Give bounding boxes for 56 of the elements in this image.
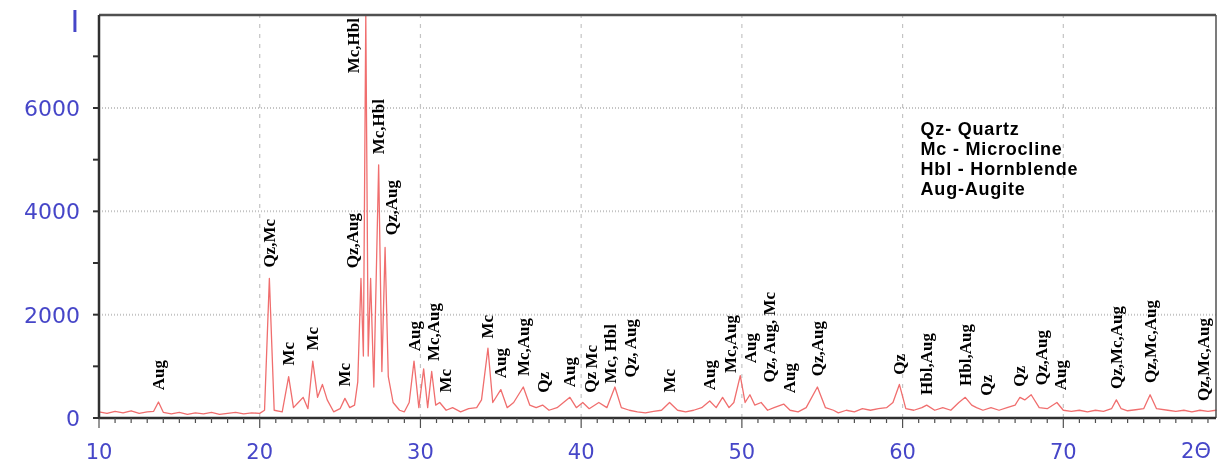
y-tick-label: 2000 [24, 302, 80, 328]
annotation: Hbl,Aug [955, 323, 975, 386]
annotation: Qz,Mc,Aug [1194, 317, 1214, 402]
x-tick-label: 30 [407, 440, 434, 463]
y-axis-title: I [70, 4, 80, 39]
annotation: Qz [1010, 365, 1030, 387]
annotation: Aug [700, 359, 720, 391]
annotation: Qz [581, 371, 601, 393]
annotation: Mc [581, 344, 601, 369]
annotation: Mc, Hbl [601, 323, 621, 384]
annotation: Mc [436, 368, 456, 393]
x-tick-label: 20 [246, 440, 274, 463]
annotation: Mc [279, 341, 299, 366]
y-tick-label: 6000 [24, 95, 80, 121]
y-tick-label: 0 [66, 405, 80, 431]
annotation: Mc [478, 314, 498, 339]
annotation: Qz,Aug [381, 179, 401, 236]
annotation: Aug [148, 359, 168, 391]
annotation: Aug-Augite [920, 179, 1026, 199]
annotation: Qz,Aug [1031, 329, 1051, 386]
annotation: Qz,Aug [807, 320, 827, 377]
annotation: Aug [740, 332, 760, 364]
annotation: Qz- Quartz [920, 119, 1020, 139]
annotation: Qz,Mc,Aug [1140, 299, 1160, 384]
annotation: Mc,Aug [513, 317, 533, 377]
y-tick-label: 4000 [24, 199, 80, 225]
annotation: Mc,Aug [424, 302, 444, 362]
annotation: Mc [335, 362, 355, 387]
annotation: Qz [534, 371, 554, 393]
x-tick-label: 40 [567, 440, 595, 463]
annotation: Aug [404, 320, 424, 352]
annotation: Mc,Aug [721, 314, 741, 374]
annotation: Qz [889, 353, 909, 375]
annotation: Hbl,Aug [917, 332, 937, 395]
x-tick-label: 10 [85, 440, 113, 463]
x-axis-title: 2Θ [1181, 439, 1211, 463]
annotation: Hbl - Hornblende [920, 159, 1079, 179]
annotation: Aug [780, 362, 800, 394]
x-tick-label: 50 [728, 440, 756, 463]
annotation: Qz, Aug, Mc [760, 291, 780, 383]
annotation: Aug [560, 356, 580, 388]
annotation: Aug [1051, 359, 1071, 391]
annotation: Mc [660, 368, 680, 393]
annotation: Qz [977, 374, 997, 396]
annotation: Qz, Aug [621, 318, 641, 378]
line-series [98, 14, 1217, 416]
annotation: Qz,Mc [259, 218, 279, 268]
annotation: Mc - Microcline [920, 139, 1063, 159]
annotation: Qz,Aug [343, 212, 363, 269]
annotation: Qz,Mc,Aug [1106, 305, 1126, 390]
annotation: Mc,Hbl [344, 17, 364, 74]
annotation: Mc [303, 326, 323, 351]
x-tick-label: 60 [889, 440, 916, 463]
x-tick-label: 70 [1049, 440, 1077, 463]
annotation: Aug [491, 347, 511, 379]
annotation: Mc,Hbl [369, 98, 389, 155]
